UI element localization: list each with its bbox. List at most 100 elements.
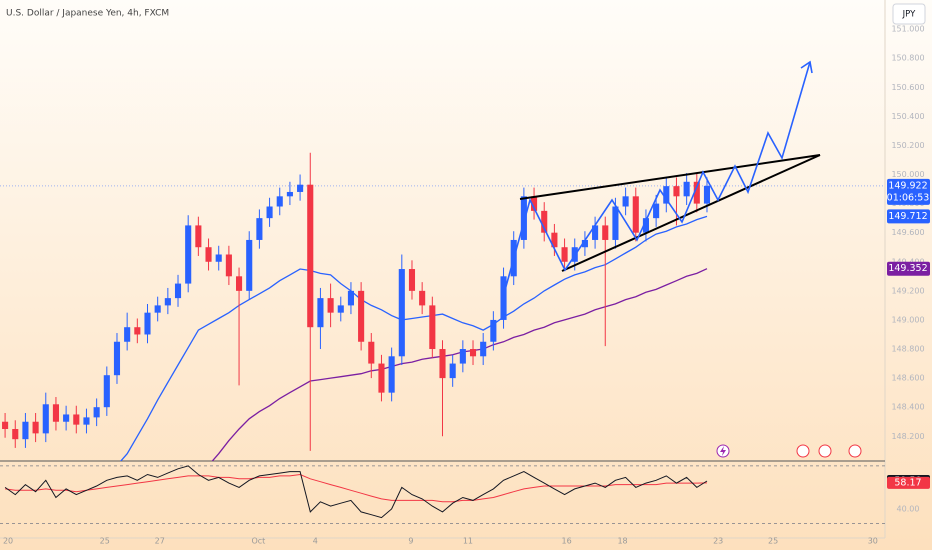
candle-body — [642, 218, 649, 233]
event-icon[interactable] — [848, 444, 862, 458]
candle-body — [663, 186, 670, 204]
rsi-value-box — [887, 476, 930, 489]
ma-value-label-box — [887, 209, 930, 224]
candle-body — [693, 181, 700, 204]
axes: 148.200 148.400 148.600 148.800 149.000 149.2… — [3, 25, 930, 546]
candle-body — [2, 421, 9, 430]
x-tick-label: 18 — [617, 537, 627, 546]
candle-body — [683, 181, 690, 197]
moving-average — [119, 215, 708, 461]
candle-body — [612, 206, 619, 240]
x-tick-label: 25 — [100, 537, 110, 546]
candle-body — [581, 239, 588, 248]
y-tick-label: 150.200 — [891, 141, 924, 150]
candle-body — [368, 341, 375, 364]
candle-body — [63, 414, 70, 422]
candle-body — [673, 186, 680, 197]
rsi-line — [4, 465, 708, 519]
candle-body — [236, 276, 243, 291]
candle-body — [307, 184, 314, 328]
candle-body — [419, 290, 426, 306]
candle-body — [297, 184, 304, 192]
chart-title: U.S. Dollar / Japanese Yen, 4h, FXCM — [6, 9, 169, 19]
currency-label[interactable]: JPY — [902, 10, 916, 20]
candle-body — [622, 196, 629, 207]
main-pane — [0, 152, 885, 461]
candle-body — [469, 349, 477, 357]
candle-body — [93, 407, 100, 418]
candle-body — [225, 254, 232, 277]
x-tick-label: Oct — [251, 537, 265, 546]
candle-body — [439, 349, 446, 379]
candle-body — [592, 225, 599, 240]
ma-value-label: 149.712 — [888, 211, 927, 222]
candle-body — [134, 327, 141, 335]
x-tick-label: 27 — [155, 537, 165, 546]
candle-body — [174, 283, 182, 299]
candle-body — [22, 421, 29, 440]
y-tick-label: 149.600 — [891, 228, 924, 237]
currency-button[interactable] — [892, 3, 926, 25]
x-tick-label: 9 — [408, 537, 413, 546]
event-icon[interactable] — [818, 444, 832, 458]
candle-body — [500, 276, 507, 320]
event-icon-glyph — [720, 446, 726, 456]
projection-arrow — [800, 60, 813, 74]
y-tick-label: 150.800 — [891, 54, 924, 63]
y-tick-label: 148.600 — [891, 374, 924, 383]
candle-body — [449, 363, 456, 379]
candle-body — [32, 421, 39, 434]
x-tick-label: 20 — [3, 537, 13, 546]
candle-body — [266, 206, 273, 219]
rsi-tick-label: 40.00 — [897, 504, 920, 513]
trend-line — [561, 154, 821, 272]
candle-body — [653, 203, 660, 219]
candle-body — [185, 225, 192, 284]
candle-body — [541, 210, 548, 233]
candle-body — [561, 247, 568, 262]
rsi-line — [5, 473, 708, 503]
y-tick-label: 149.000 — [891, 315, 924, 324]
projection-path — [504, 61, 811, 291]
candle-body — [408, 269, 416, 291]
candle-body — [337, 305, 344, 313]
candle-body — [256, 218, 263, 240]
candle-body — [459, 349, 466, 364]
trend-line — [519, 154, 821, 200]
x-tick-label: 4 — [313, 537, 318, 546]
drawings — [504, 60, 821, 291]
x-tick-label: 16 — [562, 537, 572, 546]
x-tick-label: 23 — [713, 537, 723, 546]
y-tick-label: 148.800 — [891, 345, 924, 354]
candle-body — [317, 298, 324, 328]
y-tick-label: 150.000 — [891, 170, 924, 179]
y-tick-label: 150.400 — [891, 112, 924, 121]
candle-body — [632, 196, 639, 233]
events — [716, 444, 862, 458]
candle-body — [429, 305, 436, 350]
candle-body — [83, 417, 90, 425]
candle-body — [205, 247, 212, 262]
candle-body — [246, 239, 253, 291]
ma-value-label-box — [887, 261, 930, 276]
candle-body — [12, 429, 19, 440]
candle-body — [144, 312, 151, 335]
y-tick-label: 148.400 — [891, 403, 924, 412]
candle-body — [347, 290, 354, 306]
ma-value-label: 149.352 — [888, 263, 927, 274]
y-tick-label: 149.200 — [891, 286, 924, 295]
candle-body — [327, 298, 334, 313]
candle-body — [358, 290, 365, 342]
candle-body — [103, 375, 110, 408]
candle-body — [276, 196, 283, 207]
event-icon[interactable] — [796, 444, 810, 458]
candle-body — [215, 254, 222, 262]
candle-body — [378, 363, 385, 393]
candle-body — [602, 225, 609, 240]
x-tick-label: 25 — [768, 537, 778, 546]
moving-average — [211, 268, 708, 461]
candle-body — [195, 225, 202, 248]
candle-body — [164, 298, 171, 306]
candle-body — [388, 356, 395, 393]
